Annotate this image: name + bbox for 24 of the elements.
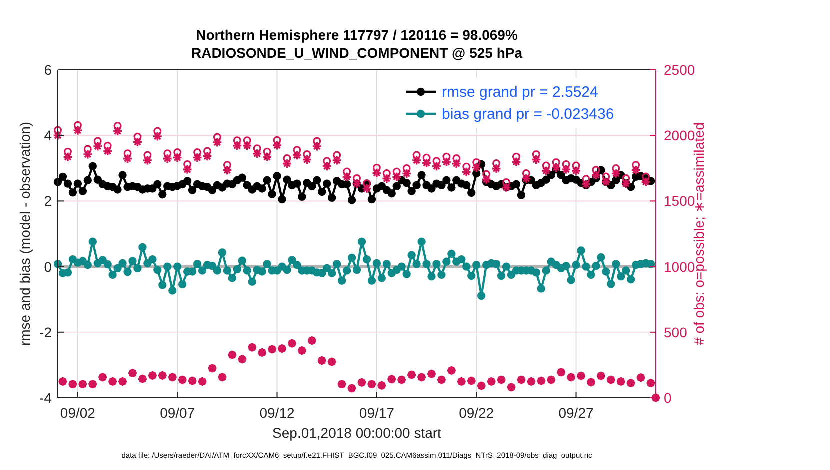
y-tick-label: 4 — [44, 128, 52, 144]
y2-tick-label: 2500 — [664, 62, 696, 78]
x-tick-label: 09/17 — [359, 405, 395, 421]
x-axis-title: Sep.01,2018 00:00:00 start — [272, 425, 442, 441]
y-tick-label: 0 — [44, 258, 52, 275]
y-tick-label: -2 — [40, 324, 52, 340]
y2-tick-label: 1000 — [664, 258, 696, 275]
chart-subtitle: RADIOSONDE_U_WIND_COMPONENT @ 525 hPa — [191, 45, 523, 61]
legend-label: rmse grand pr = 2.5524 — [442, 84, 598, 101]
x-tick-label: 09/12 — [260, 405, 295, 421]
y2-tick-label: 1500 — [664, 193, 696, 210]
y2-tick-label: 0 — [664, 390, 672, 406]
y-axis-title: rmse and bias (model - observation) — [17, 122, 33, 346]
y2-tick-label: 500 — [664, 324, 688, 340]
legend-label: bias grand pr = -0.023436 — [442, 106, 614, 123]
y-tick-label: -4 — [40, 390, 52, 406]
x-tick-label: 09/22 — [459, 405, 494, 421]
chart-title: Northern Hemisphere 117797 / 120116 = 98.069% — [196, 27, 518, 43]
y2-tick-label: 2000 — [664, 128, 696, 144]
y-tick-label: 6 — [44, 62, 52, 78]
x-tick-label: 09/07 — [160, 405, 196, 421]
y-tick-label: 2 — [44, 193, 52, 210]
x-tick-label: 09/02 — [60, 405, 96, 421]
x-tick-label: 09/27 — [558, 405, 594, 421]
